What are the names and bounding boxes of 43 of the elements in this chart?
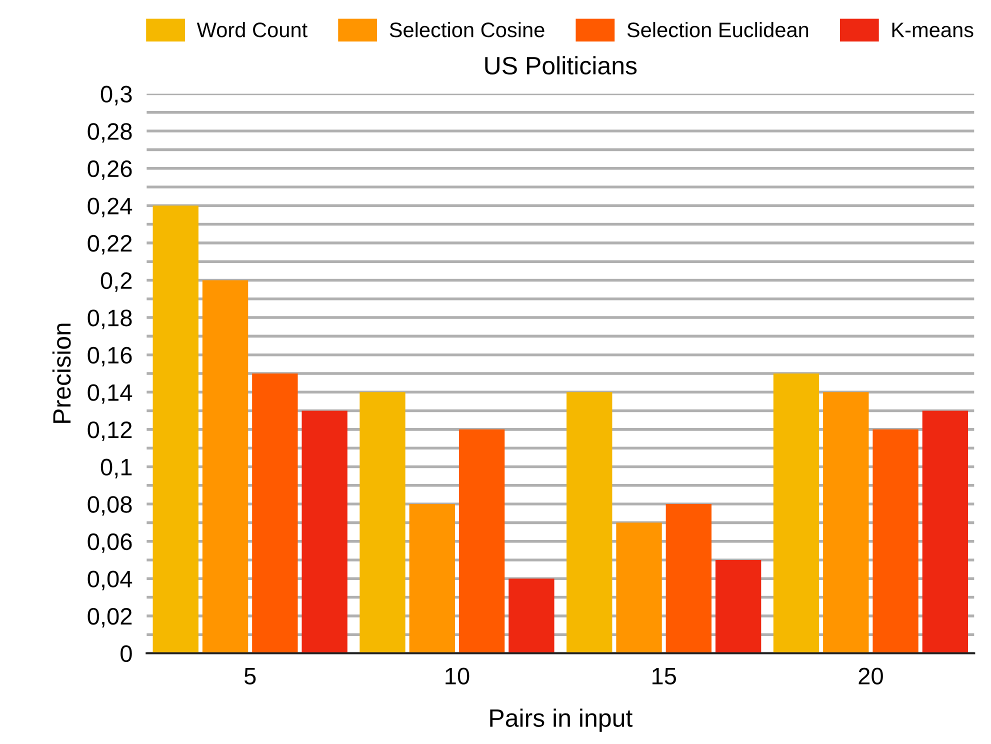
x-tick-label: 20 — [858, 668, 883, 684]
bar — [508, 578, 554, 654]
bar — [715, 560, 762, 654]
chart-title: US Politicians — [485, 56, 637, 75]
y-tick-label: 0,04 — [88, 570, 132, 590]
y-tick-label: 0,24 — [88, 198, 132, 218]
y-tick-label: 0,26 — [88, 160, 132, 180]
y-tick-label: 0,28 — [88, 123, 132, 143]
y-tick-label: 0,16 — [88, 346, 132, 366]
bar — [616, 522, 662, 654]
y-tick-label: 0,2 — [100, 272, 132, 292]
bar — [252, 373, 298, 654]
legend-label: Selection Euclidean — [627, 22, 808, 38]
bar — [152, 206, 198, 654]
bar — [360, 392, 406, 654]
x-axis-title: Pairs in input — [490, 708, 632, 732]
x-tick-label: 10 — [446, 668, 470, 684]
bar — [202, 280, 248, 654]
bar — [666, 504, 712, 654]
bar — [302, 410, 348, 654]
y-tick-label: 0,22 — [88, 235, 132, 255]
y-axis-title: Precision — [52, 324, 71, 423]
bar — [409, 504, 455, 654]
y-tick-label: 0,02 — [88, 608, 132, 628]
bar — [566, 392, 612, 654]
legend-label: Word Count — [196, 22, 308, 38]
legend-label: Selection Cosine — [390, 22, 544, 38]
y-tick-label: 0,12 — [88, 422, 132, 442]
y-tick-label: 0,1 — [100, 458, 132, 478]
y-tick-label: 0,08 — [88, 496, 132, 516]
y-tick-label: 0 — [120, 645, 132, 662]
y-tick-label: 0,14 — [88, 384, 132, 404]
bar — [872, 429, 918, 654]
bar — [458, 429, 505, 654]
legend-label: K-means — [892, 22, 974, 38]
x-tick-label: 15 — [652, 668, 676, 684]
bar — [922, 410, 968, 654]
bar — [823, 392, 869, 654]
x-tick-label: 5 — [244, 668, 256, 684]
y-tick-label: 0,18 — [88, 310, 132, 330]
y-tick-label: 0,3 — [100, 86, 132, 106]
y-tick-label: 0,06 — [88, 533, 132, 553]
bar — [773, 373, 820, 654]
